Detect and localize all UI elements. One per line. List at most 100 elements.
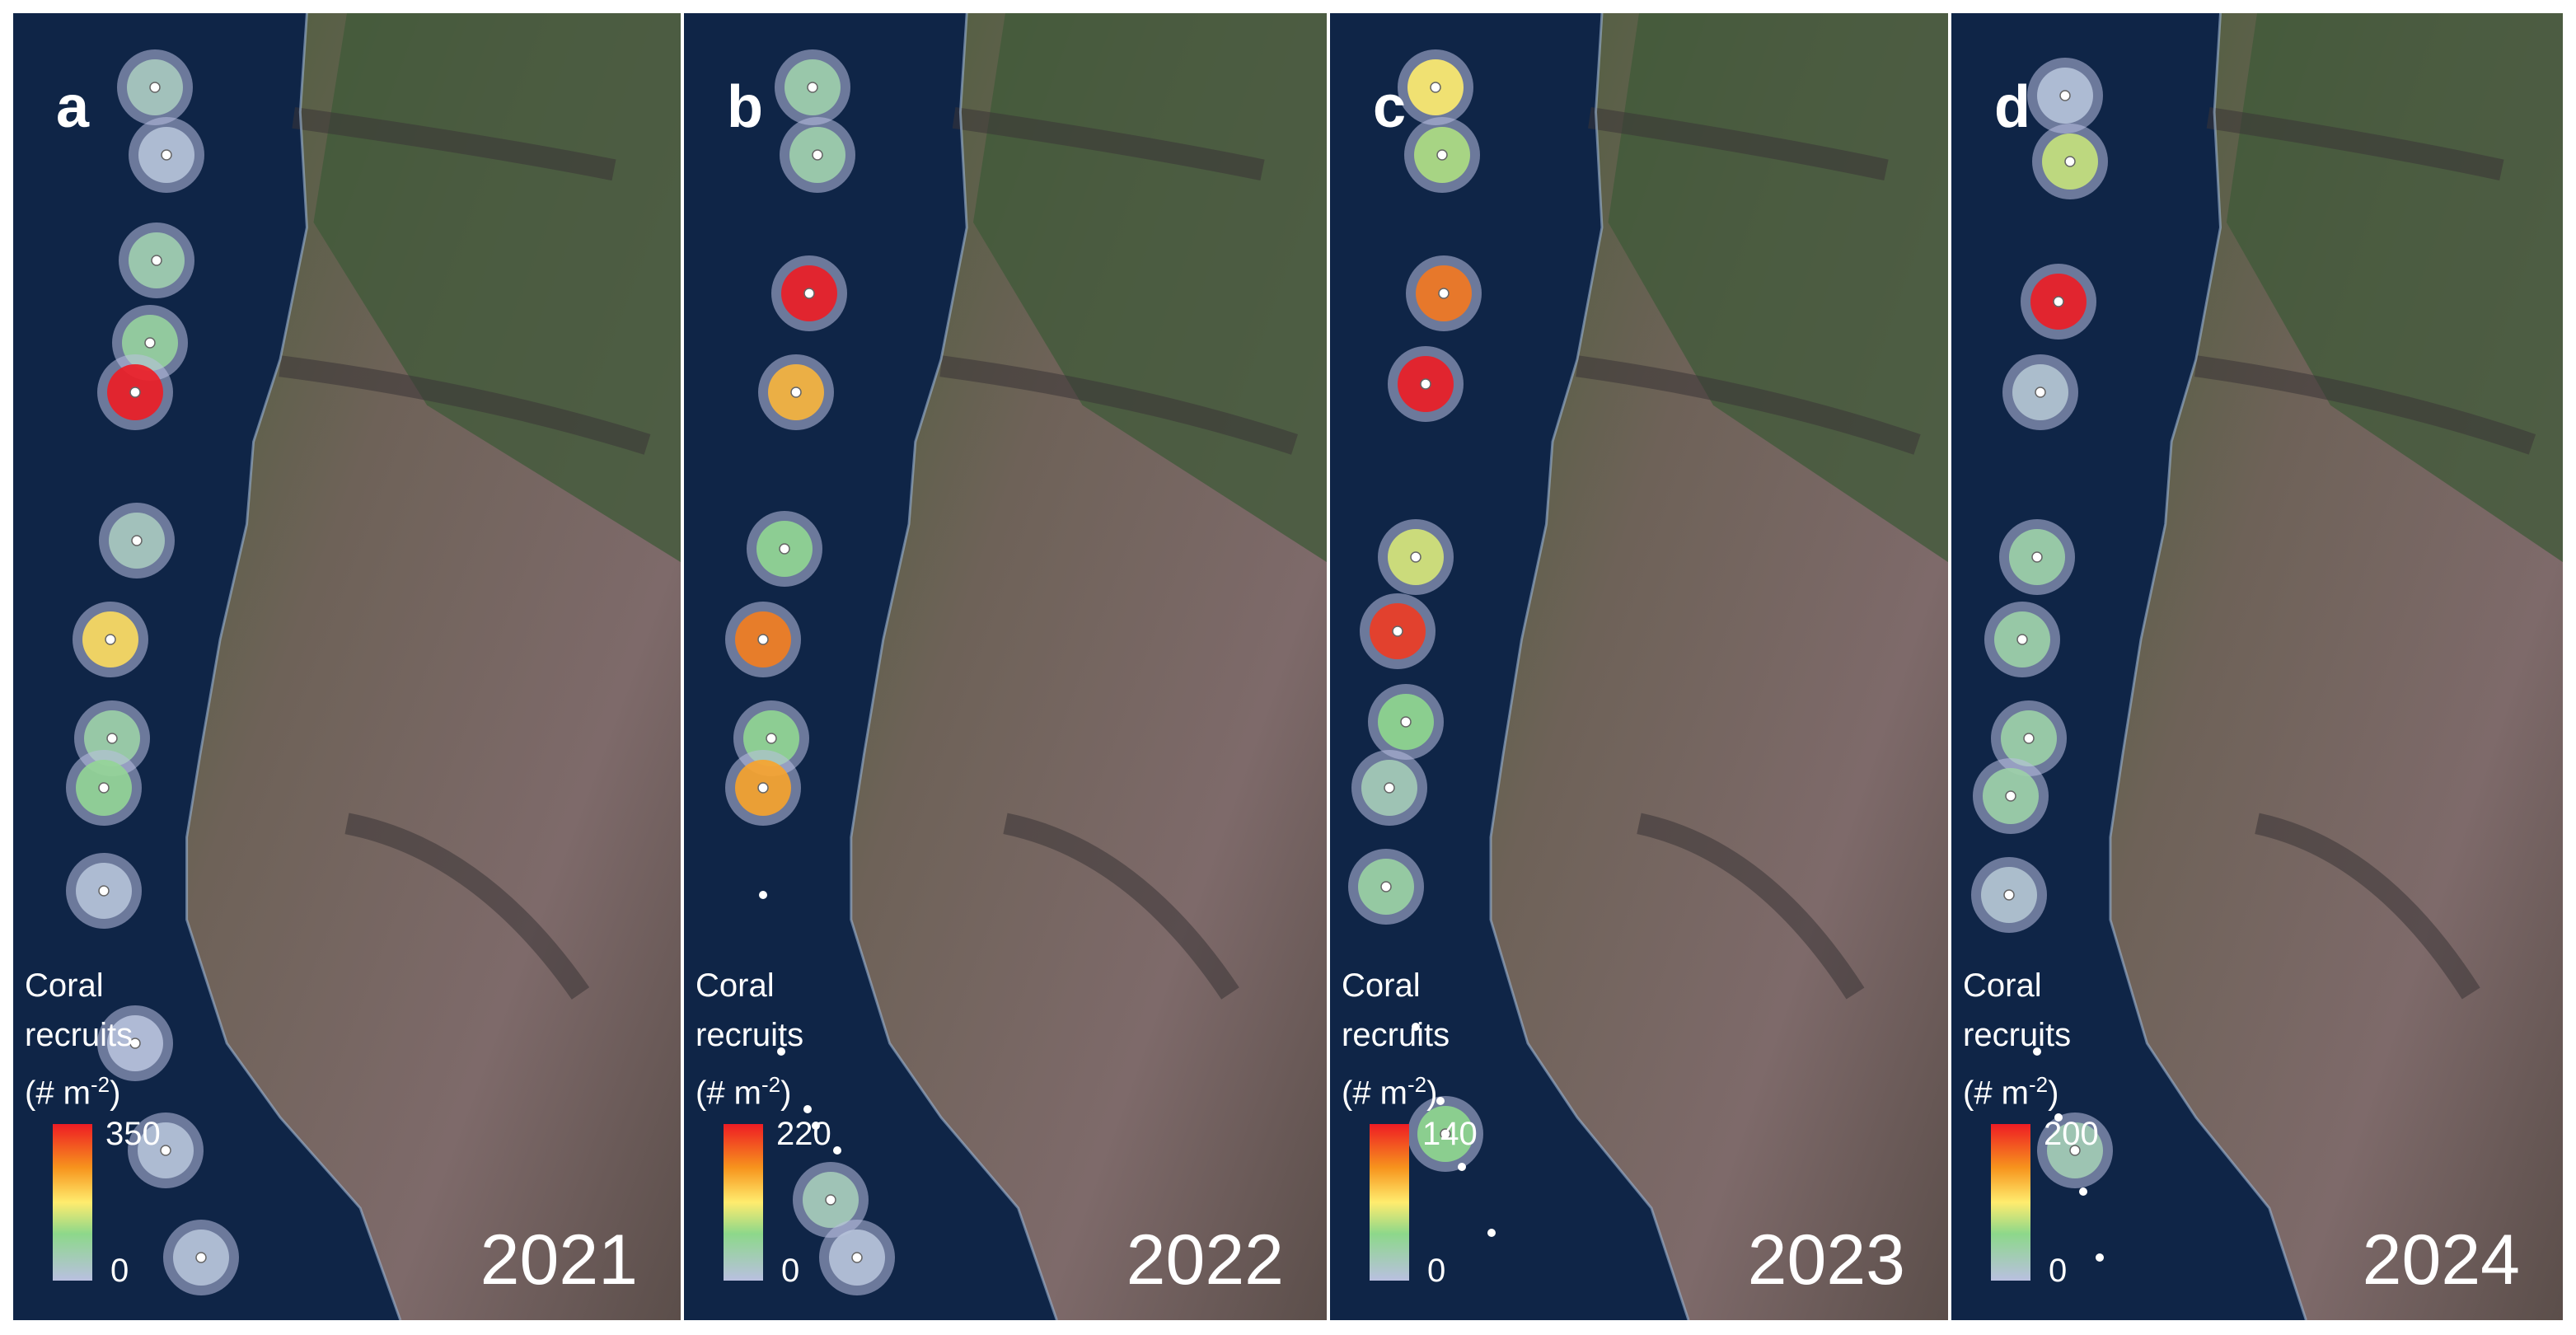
legend-min-label: 0 [781, 1253, 800, 1289]
survey-site [1999, 519, 2075, 595]
survey-site [1378, 519, 1454, 595]
legend-min-label: 0 [110, 1253, 129, 1289]
site-marker [98, 885, 110, 897]
site-marker [766, 733, 777, 744]
lava-flow [939, 355, 1299, 455]
legend-unit-prefix: (# m [25, 1075, 91, 1112]
legend-min-label: 0 [2049, 1253, 2068, 1289]
site-marker [1440, 1128, 1451, 1140]
lava-flow [1003, 813, 1239, 1000]
survey-site [2021, 264, 2096, 340]
legend-title: Coral recruits (# m-2) [25, 961, 133, 1117]
map-panel-d: d Coral recruits (# m-2) 200 0 2024 [1951, 13, 2563, 1320]
site-marker [2053, 296, 2064, 307]
survey-site [97, 354, 173, 430]
site-marker [2079, 1187, 2087, 1196]
site-marker [2096, 1253, 2104, 1262]
site-marker [149, 82, 161, 93]
legend-unit-suffix: ) [780, 1075, 792, 1112]
site-marker [1412, 1023, 1420, 1031]
legend-title: Coral recruits (# m-2) [1963, 961, 2071, 1117]
site-marker [777, 1047, 785, 1056]
site-marker [851, 1252, 863, 1263]
lava-flow [344, 813, 590, 1000]
site-marker [1410, 551, 1421, 563]
site-marker [2033, 1047, 2041, 1056]
survey-site [163, 1220, 239, 1295]
site-marker [2054, 1113, 2063, 1122]
legend-max-label: 220 [776, 1116, 831, 1152]
site-marker [161, 149, 172, 161]
legend-title: Coral recruits (# m-2) [1342, 961, 1450, 1117]
survey-site [66, 750, 142, 826]
site-marker [779, 543, 790, 555]
legend-unit: (# m-2) [696, 1060, 803, 1117]
site-marker [2003, 889, 2015, 901]
survey-site [1407, 1096, 1483, 1172]
map-panel-a: a Coral recruits (# m-2) 350 0 2021 [13, 13, 681, 1320]
survey-site [1404, 117, 1480, 193]
site-marker [2064, 156, 2076, 167]
site-marker [105, 634, 116, 645]
site-marker [1384, 782, 1395, 794]
coastline [2109, 13, 2307, 1320]
year-label: 2022 [1126, 1220, 1284, 1300]
survey-site [119, 222, 194, 298]
satellite-map [725, 13, 1327, 1320]
site-marker [757, 634, 769, 645]
legend-title-line1: Coral [1342, 967, 1421, 1004]
survey-site [1973, 758, 2049, 834]
survey-site [725, 750, 801, 826]
survey-site [2032, 124, 2108, 199]
survey-site [725, 602, 801, 677]
site-marker [2005, 790, 2016, 802]
lava-flow [1637, 813, 1865, 1000]
site-marker [757, 782, 769, 794]
panel-letter: c [1373, 74, 1407, 140]
site-marker [759, 891, 767, 899]
lava-flow [1576, 355, 1921, 455]
site-marker [160, 1145, 171, 1156]
legend-title-line1: Coral [696, 967, 775, 1004]
site-marker [151, 255, 162, 266]
legend-unit-suffix: ) [2048, 1075, 2059, 1112]
legend-unit-prefix: (# m [1963, 1075, 2029, 1112]
survey-site [747, 511, 822, 587]
satellite-map [66, 13, 681, 1320]
legend-unit: (# m-2) [1963, 1060, 2071, 1117]
site-marker [98, 782, 110, 794]
site-marker [833, 1146, 841, 1155]
panel-letter: b [727, 74, 763, 140]
survey-site [117, 49, 193, 125]
year-label: 2023 [1747, 1220, 1905, 1300]
lava-flow [2255, 813, 2480, 1000]
survey-site [1368, 684, 1444, 760]
legend-title-line2: recruits [1963, 1017, 2072, 1053]
survey-site [758, 354, 834, 430]
lava-flow [952, 107, 1265, 181]
legend-unit-prefix: (# m [1342, 1075, 1407, 1112]
lava-flow [292, 107, 616, 181]
survey-site [1984, 602, 2060, 677]
survey-site [771, 255, 847, 331]
survey-site [1388, 346, 1464, 422]
site-marker [2016, 634, 2028, 645]
legend-max-label: 140 [1422, 1116, 1478, 1152]
legend-unit-exponent: -2 [761, 1072, 781, 1097]
legend-max-label: 200 [2044, 1116, 2099, 1152]
survey-site [775, 49, 850, 125]
site-marker [131, 535, 143, 546]
legend-title-line2: recruits [696, 1017, 804, 1053]
lava-flow [1588, 107, 1889, 181]
site-marker [2069, 1145, 2081, 1156]
survey-site [1971, 857, 2047, 933]
legend-color-bar [53, 1124, 92, 1281]
site-marker [106, 733, 118, 744]
coastline [1489, 13, 1690, 1320]
legend-unit-exponent: -2 [91, 1072, 110, 1097]
legend-title-line2: recruits [1342, 1017, 1450, 1053]
legend-unit-suffix: ) [110, 1075, 121, 1112]
legend-unit-suffix: ) [1426, 1075, 1438, 1112]
legend-unit-exponent: -2 [2029, 1072, 2049, 1097]
survey-site [819, 1220, 895, 1295]
